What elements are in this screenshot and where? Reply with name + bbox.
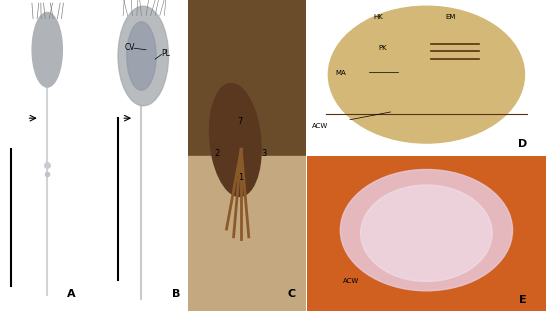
Ellipse shape [328,6,525,143]
Ellipse shape [340,169,513,291]
Text: 7: 7 [238,117,243,126]
Ellipse shape [32,12,62,87]
Text: PL: PL [162,49,170,58]
Text: HK: HK [374,14,383,20]
Text: 1: 1 [238,173,243,182]
Text: PK: PK [378,45,387,51]
Text: ACW: ACW [312,123,328,128]
Text: 3: 3 [261,148,266,157]
Text: B: B [172,289,181,299]
Ellipse shape [118,6,169,106]
Text: C: C [288,289,296,299]
Text: 2: 2 [214,148,219,157]
Ellipse shape [361,185,492,281]
Bar [188,156,306,311]
Text: ACW: ACW [343,278,359,284]
Bar [188,0,306,156]
Text: E: E [519,295,527,305]
Text: CV: CV [125,43,135,52]
Text: MA: MA [336,70,346,76]
Text: EM: EM [446,14,456,20]
Text: D: D [518,139,527,149]
Text: A: A [67,289,75,299]
Ellipse shape [210,83,261,197]
Ellipse shape [127,22,156,90]
